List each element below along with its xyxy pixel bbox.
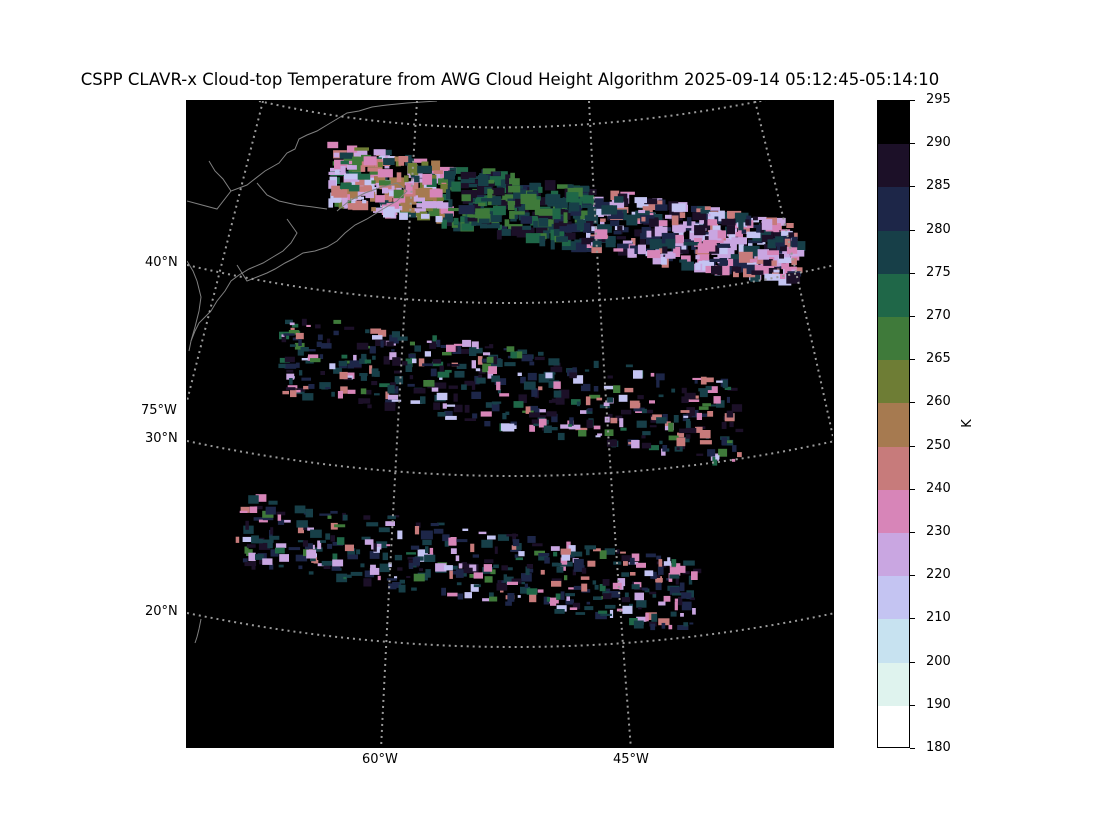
colorbar-tick-label: 180 — [926, 740, 951, 755]
colorbar-tick — [910, 748, 915, 749]
cloud-swaths — [235, 141, 806, 631]
colorbar — [877, 100, 910, 748]
colorbar-tick — [910, 532, 915, 533]
lat-line-20n — [187, 612, 833, 648]
colorbar-tick — [910, 316, 915, 317]
colorbar-segment — [878, 619, 909, 664]
lon-line-60w — [380, 101, 418, 747]
graticule — [187, 101, 833, 747]
colorbar-segment — [878, 317, 909, 361]
colorbar-segment — [878, 230, 909, 275]
colorbar-segment — [878, 403, 909, 448]
colorbar-tick-label: 220 — [926, 567, 951, 583]
colorbar-tick — [910, 402, 915, 404]
colorbar-tick — [910, 100, 915, 101]
coastline-nova-scotia — [236, 182, 408, 282]
colorbar-segment — [878, 576, 909, 620]
lon-line-30w — [754, 101, 833, 442]
lat-line-40n — [187, 264, 833, 304]
colorbar-tick — [910, 229, 915, 231]
coastline-maine — [190, 218, 298, 342]
coastline-east — [188, 280, 202, 352]
colorbar-tick-label: 295 — [926, 92, 951, 107]
colorbar-tick — [910, 488, 915, 490]
colorbar-tick — [910, 575, 915, 577]
colorbar-tick-label: 270 — [926, 308, 951, 323]
colorbar-tick — [910, 704, 915, 706]
colorbar-tick-label: 260 — [926, 394, 951, 410]
lon-line-75w — [187, 101, 264, 402]
colorbar-tick-label: 265 — [926, 351, 951, 367]
latitude-label-20n: 20°N — [145, 604, 178, 619]
colorbar-segment — [878, 662, 909, 707]
colorbar-tick-label: 250 — [926, 437, 951, 453]
latitude-label-40n: 40°N — [145, 255, 178, 270]
colorbar-segment — [878, 533, 909, 577]
longitude-label-60w: 60°W — [362, 752, 398, 767]
lon-line-45w — [588, 101, 632, 747]
lat-line-30n — [187, 440, 833, 477]
colorbar-tick — [910, 618, 915, 620]
latitude-label-30n: 30°N — [145, 431, 178, 446]
colorbar-segment — [878, 273, 909, 318]
plot-title: CSPP CLAVR-x Cloud-top Temperature from … — [80, 70, 940, 89]
coastline — [187, 101, 438, 644]
colorbar-tick — [910, 186, 915, 188]
colorbar-segment — [878, 144, 909, 188]
colorbar-tick-label: 285 — [926, 178, 951, 194]
colorbar-tick-label: 290 — [926, 135, 951, 151]
longitude-label-75w: 75°W — [141, 403, 177, 418]
colorbar-tick — [910, 143, 915, 145]
colorbar-tick — [910, 661, 915, 663]
colorbar-tick-label: 280 — [926, 221, 951, 237]
colorbar-tick-label: 275 — [926, 264, 951, 280]
colorbar-tick — [910, 359, 915, 361]
colorbar-tick-label: 200 — [926, 653, 951, 669]
coastline-carolina — [187, 260, 198, 282]
colorbar-unit-label: K — [959, 419, 975, 428]
colorbar-segment — [878, 446, 909, 491]
canada-border — [256, 182, 328, 210]
colorbar-tick-label: 190 — [926, 696, 951, 712]
map-canvas — [187, 101, 833, 747]
longitude-label-45w: 45°W — [613, 752, 649, 767]
colorbar-tick-label: 210 — [926, 610, 951, 626]
colorbar-segment — [878, 705, 909, 747]
colorbar-segment — [878, 360, 909, 404]
coastline-caribbean — [194, 618, 202, 644]
coastline-northeast — [187, 101, 438, 210]
colorbar-segment — [878, 101, 909, 145]
colorbar-tick-label: 240 — [926, 480, 951, 496]
colorbar-tick — [910, 445, 915, 447]
canada-border-2 — [208, 160, 232, 192]
colorbar-segment — [878, 489, 909, 534]
colorbar-tick-label: 230 — [926, 524, 951, 539]
colorbar-segment — [878, 187, 909, 232]
colorbar-tick — [910, 272, 915, 274]
map-panel — [186, 100, 834, 748]
